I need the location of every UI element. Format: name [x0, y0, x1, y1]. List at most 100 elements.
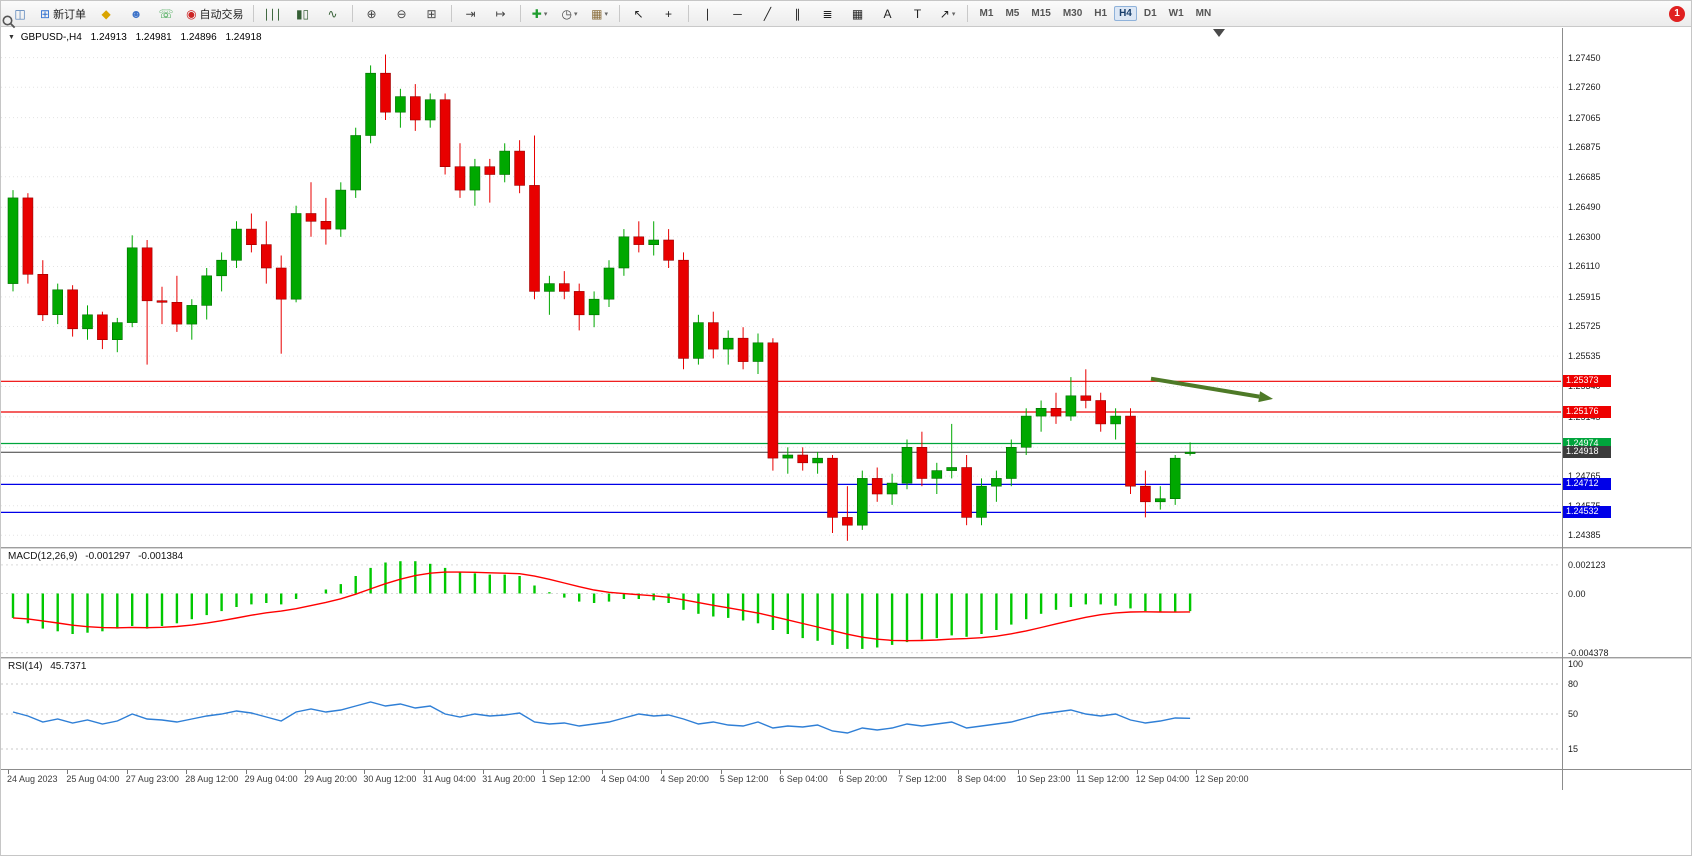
candle-body — [946, 467, 958, 471]
timeframe-mn-button[interactable]: MN — [1195, 8, 1212, 19]
new-order-button[interactable]: ⊞ 新订单 — [36, 3, 90, 25]
timeframe-w1-button[interactable]: W1 — [1168, 8, 1184, 19]
time-axis-label: 4 Sep 20:00 — [660, 774, 709, 784]
candle-body — [618, 236, 630, 269]
timeframe-d1-button[interactable]: D1 — [1143, 8, 1157, 19]
rsi-value: 45.7371 — [50, 661, 87, 672]
time-axis-label: 31 Aug 20:00 — [482, 774, 536, 784]
price-axis[interactable] — [1563, 28, 1691, 769]
chart-shift-button[interactable]: ↦ — [487, 3, 515, 25]
shapes-button[interactable]: ▦ — [844, 3, 872, 25]
auto-scroll-button[interactable]: ⇥ — [457, 3, 485, 25]
line-chart-icon: ∿ — [327, 6, 338, 21]
candle-body — [1050, 407, 1062, 417]
candle-body — [22, 197, 34, 275]
time-axis-label: 11 Sep 12:00 — [1076, 774, 1130, 784]
rsi-label: RSI(14) 45.7371 — [8, 661, 91, 672]
text-label-button[interactable]: T — [904, 3, 932, 25]
rsi-line — [12, 701, 1191, 734]
price-axis-label: 1.26490 — [1568, 202, 1601, 213]
new-chart-button[interactable]: ◫ — [6, 3, 34, 25]
price-line-label[interactable]: 1.24532 — [1563, 506, 1611, 519]
time-axis-tick — [661, 770, 663, 774]
time-axis-label: 24 Aug 2023 — [7, 774, 58, 784]
candle-body — [901, 446, 913, 484]
time-axis-label: 25 Aug 04:00 — [66, 774, 120, 784]
price-axis-border — [1562, 28, 1563, 790]
candle-body — [842, 517, 853, 526]
time-axis-label: 27 Aug 23:00 — [125, 774, 179, 784]
line-chart-button[interactable]: ∿ — [319, 3, 347, 25]
chart-shift-marker[interactable] — [1213, 29, 1225, 37]
ohlc-open: 1.24913 — [90, 32, 127, 43]
zoom-in-button[interactable]: ⊕ — [358, 3, 386, 25]
candle-body — [782, 454, 794, 459]
horizontal-line-button[interactable]: ─ — [724, 3, 752, 25]
panel-separator[interactable] — [1, 547, 1691, 549]
rsi-axis-label: 50 — [1568, 709, 1579, 719]
toolbar-separator — [966, 5, 968, 22]
macd-axis-label: 0.00 — [1568, 588, 1586, 599]
timeframe-h1-button[interactable]: H1 — [1094, 8, 1108, 19]
timeframe-m30-button[interactable]: M30 — [1062, 8, 1083, 19]
price-line-label[interactable]: 1.25373 — [1563, 375, 1611, 388]
candle-body — [856, 478, 868, 526]
price-line-label[interactable]: 1.25176 — [1563, 406, 1611, 419]
arrows-button[interactable]: ↗ ▾ — [934, 3, 962, 25]
candle-body — [1110, 415, 1121, 425]
time-axis-tick — [899, 770, 900, 774]
trendline-button[interactable]: ╱ — [754, 3, 782, 25]
time-axis-tick — [839, 770, 841, 774]
candle-body — [1125, 415, 1136, 487]
timeframe-h4-button[interactable]: H4 — [1114, 6, 1137, 21]
fibonacci-button[interactable]: ≣ — [814, 3, 842, 25]
periods-button[interactable]: ◷ ▾ — [556, 3, 584, 25]
crosshair-button[interactable]: + — [655, 3, 683, 25]
vertical-line-button[interactable]: ∣ — [694, 3, 722, 25]
main-chart-canvas[interactable] — [1, 28, 1561, 547]
rsi-panel-canvas[interactable] — [1, 659, 1561, 769]
price-line-label[interactable]: 1.24712 — [1563, 478, 1611, 491]
price-axis-label: 1.26300 — [1568, 231, 1601, 242]
macd-name: MACD(12,26,9) — [8, 551, 78, 562]
symbol-period-label: GBPUSD-,H4 — [20, 32, 82, 43]
tile-windows-button[interactable]: ⊞ — [418, 3, 446, 25]
time-axis-label: 31 Aug 04:00 — [422, 774, 476, 784]
time-axis-tick — [186, 770, 188, 774]
indicators-button[interactable]: ✚ ▾ — [526, 3, 554, 25]
ohlc-low: 1.24896 — [180, 32, 217, 43]
price-axis-label: 1.24385 — [1568, 530, 1601, 541]
bar-chart-button[interactable]: ∣∣∣ — [259, 3, 287, 25]
autotrading-button[interactable]: ◉ 自动交易 — [182, 3, 247, 25]
metaeditor-button[interactable]: ◆ — [92, 3, 120, 25]
candlestick-chart-button[interactable]: ▮▯ — [289, 3, 317, 25]
support-button[interactable]: ☏ — [152, 3, 180, 25]
rsi-axis-label: 15 — [1568, 744, 1579, 754]
candle-body — [231, 228, 242, 261]
horizontal-line-icon: ─ — [733, 6, 742, 21]
autotrading-icon: ◉ — [186, 6, 197, 21]
macd-panel-canvas[interactable] — [1, 549, 1561, 657]
timeframe-m1-button[interactable]: M1 — [979, 8, 994, 19]
candle-body — [558, 283, 570, 292]
text-button[interactable]: A — [874, 3, 902, 25]
notification-badge[interactable]: 1 — [1669, 5, 1685, 22]
timeframe-m15-button[interactable]: M15 — [1031, 8, 1051, 19]
community-button[interactable]: ☻ — [122, 3, 150, 25]
candle-body — [1140, 485, 1151, 503]
time-axis-tick — [780, 770, 782, 774]
panel-separator[interactable] — [1, 657, 1691, 659]
time-axis-tick — [126, 770, 128, 774]
trend-arrow[interactable] — [1150, 376, 1260, 399]
timeframe-m5-button[interactable]: M5 — [1005, 8, 1020, 19]
equidistant-channel-button[interactable]: ∥ — [784, 3, 812, 25]
cursor-button[interactable]: ↖ — [625, 3, 653, 25]
candle-body — [7, 197, 19, 284]
time-axis-tick — [245, 770, 247, 774]
symbol-dropdown-icon[interactable]: ▼ — [8, 34, 15, 41]
zoom-out-button[interactable]: ⊖ — [388, 3, 416, 25]
templates-button[interactable]: ▦ ▾ — [586, 3, 614, 25]
zoom-in-icon: ⊕ — [366, 6, 377, 21]
candle-body — [350, 135, 362, 191]
toolbar-separator — [450, 5, 452, 22]
